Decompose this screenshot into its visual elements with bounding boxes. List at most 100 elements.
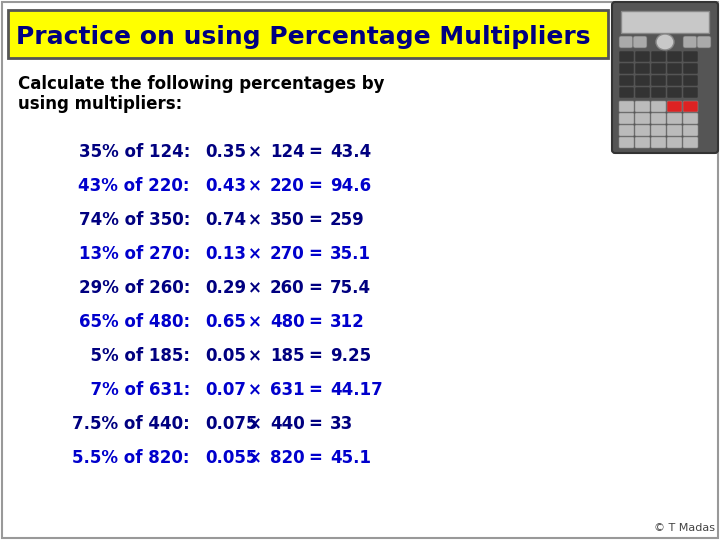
Text: 631: 631 — [270, 381, 305, 399]
FancyBboxPatch shape — [683, 87, 698, 98]
FancyBboxPatch shape — [619, 113, 634, 124]
FancyBboxPatch shape — [635, 137, 650, 148]
Text: 350: 350 — [270, 211, 305, 229]
FancyBboxPatch shape — [635, 125, 650, 136]
Text: 35% of 124:: 35% of 124: — [78, 143, 190, 161]
Text: =: = — [308, 211, 322, 229]
FancyBboxPatch shape — [612, 2, 718, 153]
Text: 29% of 260:: 29% of 260: — [78, 279, 190, 297]
Text: 0.35: 0.35 — [205, 143, 246, 161]
FancyBboxPatch shape — [633, 36, 647, 48]
Text: ×: × — [248, 245, 262, 263]
FancyBboxPatch shape — [619, 125, 634, 136]
Text: 312: 312 — [330, 313, 365, 331]
FancyBboxPatch shape — [635, 63, 650, 74]
Text: =: = — [308, 449, 322, 467]
Text: 0.29: 0.29 — [205, 279, 246, 297]
Text: 220: 220 — [270, 177, 305, 195]
Text: 65% of 480:: 65% of 480: — [79, 313, 190, 331]
FancyBboxPatch shape — [651, 75, 666, 86]
Text: ×: × — [248, 143, 262, 161]
Text: ×: × — [248, 211, 262, 229]
Text: =: = — [308, 279, 322, 297]
Text: 44.17: 44.17 — [330, 381, 383, 399]
Text: 820: 820 — [270, 449, 305, 467]
FancyBboxPatch shape — [683, 101, 698, 112]
Text: 270: 270 — [270, 245, 305, 263]
FancyBboxPatch shape — [651, 51, 666, 62]
FancyBboxPatch shape — [619, 51, 634, 62]
Text: 9.25: 9.25 — [330, 347, 371, 365]
FancyBboxPatch shape — [683, 113, 698, 124]
Bar — [8, 10, 608, 58]
Text: =: = — [308, 313, 322, 331]
FancyBboxPatch shape — [683, 51, 698, 62]
FancyBboxPatch shape — [683, 36, 697, 48]
Text: ×: × — [248, 279, 262, 297]
Text: =: = — [308, 177, 322, 195]
Text: ×: × — [248, 381, 262, 399]
FancyBboxPatch shape — [635, 51, 650, 62]
Text: 260: 260 — [270, 279, 305, 297]
FancyBboxPatch shape — [651, 113, 666, 124]
Bar — [621, 11, 709, 33]
Text: ×: × — [248, 347, 262, 365]
Text: ×: × — [248, 177, 262, 195]
Text: =: = — [308, 381, 322, 399]
Text: Practice on using Percentage Multipliers: Practice on using Percentage Multipliers — [16, 25, 590, 49]
FancyBboxPatch shape — [667, 137, 682, 148]
Text: 0.74: 0.74 — [205, 211, 246, 229]
FancyBboxPatch shape — [619, 137, 634, 148]
FancyBboxPatch shape — [667, 113, 682, 124]
Text: 5% of 185:: 5% of 185: — [79, 347, 190, 365]
FancyBboxPatch shape — [697, 36, 711, 48]
Text: 13% of 270:: 13% of 270: — [78, 245, 190, 263]
Text: 0.65: 0.65 — [205, 313, 246, 331]
Text: ×: × — [248, 313, 262, 331]
FancyBboxPatch shape — [651, 125, 666, 136]
Text: =: = — [308, 415, 322, 433]
FancyBboxPatch shape — [667, 63, 682, 74]
FancyBboxPatch shape — [683, 137, 698, 148]
FancyBboxPatch shape — [683, 75, 698, 86]
Text: 5.5% of 820:: 5.5% of 820: — [73, 449, 190, 467]
FancyBboxPatch shape — [667, 75, 682, 86]
Text: 0.43: 0.43 — [205, 177, 246, 195]
FancyBboxPatch shape — [635, 75, 650, 86]
FancyBboxPatch shape — [667, 51, 682, 62]
FancyBboxPatch shape — [667, 101, 682, 112]
FancyBboxPatch shape — [619, 75, 634, 86]
Text: 124: 124 — [270, 143, 305, 161]
Text: 0.075: 0.075 — [205, 415, 258, 433]
Text: © T Madas: © T Madas — [654, 523, 715, 533]
Text: 75.4: 75.4 — [330, 279, 371, 297]
Text: 0.07: 0.07 — [205, 381, 246, 399]
Text: 7.5% of 440:: 7.5% of 440: — [72, 415, 190, 433]
Text: 0.05: 0.05 — [205, 347, 246, 365]
FancyBboxPatch shape — [619, 87, 634, 98]
FancyBboxPatch shape — [683, 63, 698, 74]
Text: 74% of 350:: 74% of 350: — [78, 211, 190, 229]
FancyBboxPatch shape — [667, 125, 682, 136]
Text: 7% of 631:: 7% of 631: — [78, 381, 190, 399]
Text: =: = — [308, 245, 322, 263]
Text: 43% of 220:: 43% of 220: — [78, 177, 190, 195]
FancyBboxPatch shape — [619, 63, 634, 74]
Ellipse shape — [656, 34, 674, 50]
FancyBboxPatch shape — [635, 87, 650, 98]
Text: 0.13: 0.13 — [205, 245, 246, 263]
Text: 35.1: 35.1 — [330, 245, 371, 263]
FancyBboxPatch shape — [635, 101, 650, 112]
FancyBboxPatch shape — [667, 87, 682, 98]
Text: 94.6: 94.6 — [330, 177, 371, 195]
Text: 45.1: 45.1 — [330, 449, 371, 467]
Text: 33: 33 — [330, 415, 354, 433]
FancyBboxPatch shape — [651, 63, 666, 74]
Text: 259: 259 — [330, 211, 365, 229]
FancyBboxPatch shape — [619, 101, 634, 112]
Text: ×: × — [248, 449, 262, 467]
Text: using multipliers:: using multipliers: — [18, 95, 182, 113]
FancyBboxPatch shape — [635, 113, 650, 124]
Text: =: = — [308, 143, 322, 161]
Text: ×: × — [248, 415, 262, 433]
